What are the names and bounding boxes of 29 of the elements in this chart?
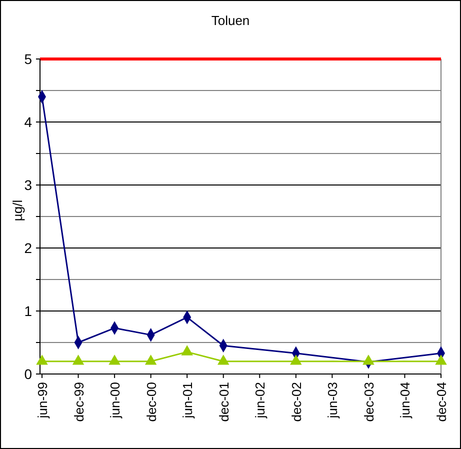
x-tick-label: dec-03 (361, 382, 376, 422)
x-tick-label: dec-00 (144, 382, 159, 422)
point (362, 354, 374, 365)
point (290, 354, 302, 365)
x-tick-label: dec-04 (434, 382, 449, 422)
x-tick-label: jun-04 (398, 382, 413, 420)
point (435, 354, 447, 365)
x-tick-label: jun-99 (35, 382, 50, 420)
y-tick-label: 4 (24, 114, 32, 130)
point (108, 354, 120, 365)
y-tick-label: 5 (24, 50, 32, 67)
y-tick-label: 3 (24, 176, 32, 193)
y-tick-label: 0 (24, 366, 32, 382)
point (181, 345, 193, 356)
x-tick-label: dec-01 (216, 382, 232, 422)
y-tick-label: 1 (24, 302, 32, 319)
x-tick-label: jun-02 (252, 382, 268, 420)
point (217, 354, 230, 365)
x-tick-label: jun-00 (108, 382, 123, 420)
x-tick-label: jun-03 (325, 382, 340, 420)
y-tick-label: 2 (24, 240, 32, 256)
point (36, 354, 48, 365)
x-tick-label: dec-02 (288, 382, 304, 422)
point (72, 354, 84, 365)
point (144, 354, 157, 365)
y-axis-title: µg/l (10, 200, 25, 222)
x-tick-label: jun-01 (180, 382, 196, 420)
chart-title: Toluen (211, 13, 250, 28)
x-tick-label: dec-99 (71, 382, 86, 422)
